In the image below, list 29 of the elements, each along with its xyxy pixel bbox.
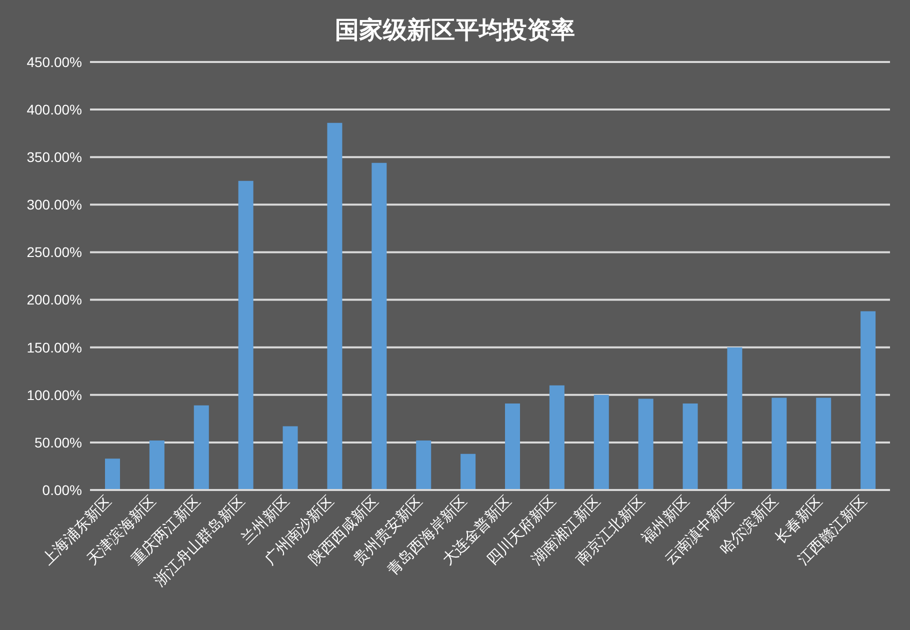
y-tick-label: 300.00% bbox=[26, 196, 82, 213]
bar bbox=[594, 394, 609, 490]
bar bbox=[416, 440, 432, 490]
y-tick-label: 100.00% bbox=[26, 386, 82, 403]
bar bbox=[372, 162, 387, 490]
y-tick-label: 150.00% bbox=[26, 339, 82, 356]
y-tick-label: 450.00% bbox=[26, 54, 82, 70]
bar bbox=[149, 440, 164, 490]
bar bbox=[772, 398, 787, 490]
bar bbox=[194, 405, 209, 490]
bar bbox=[505, 403, 520, 490]
y-tick-label: 0.00% bbox=[42, 482, 82, 498]
bar bbox=[238, 180, 254, 490]
bar bbox=[282, 426, 298, 490]
bar bbox=[682, 403, 698, 490]
chart-title: 国家级新区平均投资率 bbox=[334, 14, 576, 46]
y-tick-label: 400.00% bbox=[26, 102, 82, 118]
bar bbox=[105, 458, 120, 490]
bar bbox=[549, 385, 564, 490]
y-tick-label: 50.00% bbox=[34, 434, 82, 450]
bar bbox=[816, 398, 832, 490]
bar bbox=[327, 122, 342, 490]
y-tick-label: 200.00% bbox=[26, 292, 82, 308]
bar bbox=[860, 311, 876, 490]
bar bbox=[638, 398, 654, 490]
y-tick-label: 350.00% bbox=[26, 149, 82, 166]
bar bbox=[727, 347, 742, 490]
y-tick-label: 250.00% bbox=[26, 244, 82, 260]
bar bbox=[460, 454, 476, 490]
